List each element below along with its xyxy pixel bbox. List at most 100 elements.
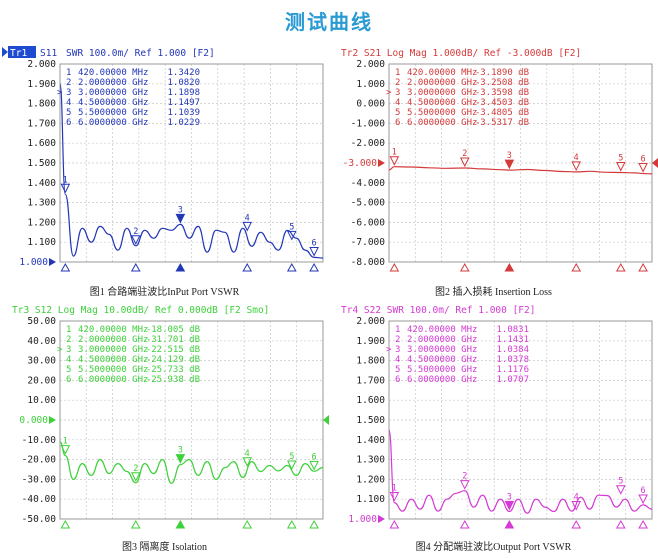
y-tick-label: -3.000 bbox=[343, 158, 378, 169]
marker-id: 3 bbox=[395, 88, 400, 98]
chart-svg-isolation: Tr3 S12 Log Mag 10.00dB/ Ref 0.000dB [F2… bbox=[12, 305, 329, 529]
marker-triangle-icon bbox=[571, 501, 582, 511]
marker-id: 5 bbox=[66, 108, 71, 118]
trace-param: S11 bbox=[40, 48, 57, 59]
marker-frequency: 3.0000000 GHz bbox=[407, 88, 477, 98]
trace-marker: 4 bbox=[242, 449, 253, 467]
stimulus-marker-icon bbox=[130, 262, 141, 272]
y-tick-label: 1.500 bbox=[356, 415, 385, 426]
marker-label: 1 bbox=[392, 484, 397, 494]
caption-insertion-loss: 图2 插入损耗 Insertion Loss bbox=[435, 287, 552, 298]
marker-triangle-icon bbox=[389, 156, 400, 166]
y-tick-label: 1.200 bbox=[27, 217, 56, 228]
trace-marker: 6 bbox=[638, 155, 648, 173]
y-tick-label: -20.00 bbox=[22, 455, 57, 466]
marker-value: 1.0707 bbox=[496, 375, 529, 385]
marker-value: -18.005 dB bbox=[146, 325, 200, 335]
marker-value: -3.5317 dB bbox=[475, 118, 529, 128]
trace-header: SWR 100.0m/ Ref 1.000 [F2] bbox=[66, 48, 215, 59]
trace-markers: 1 2 3 4 5 6 bbox=[60, 175, 319, 272]
marker-id: 1 bbox=[395, 325, 400, 335]
marker-frequency: 6.0000000 GHz bbox=[78, 118, 148, 128]
marker-table: 1 420.00000 MHz 1.0831 2 2.0000000 GHz 1.1431… bbox=[386, 325, 529, 385]
marker-value: -3.3598 dB bbox=[475, 88, 529, 98]
y-tick-label: 1.400 bbox=[27, 178, 56, 189]
stimulus-marker-icon bbox=[60, 519, 71, 529]
trace-marker: 1 bbox=[60, 437, 71, 455]
trace-marker: 2 bbox=[459, 472, 470, 490]
stimulus-marker-icon bbox=[286, 262, 297, 272]
trace-marker: 5 bbox=[615, 477, 626, 495]
chart-panel-input-vswr: Tr1 S11 SWR 100.0m/ Ref 1.000 [F2] 2.000 1.9… bbox=[0, 44, 329, 284]
chart-panel-output-vswr: Tr4 S22 SWR 100.0m/ Ref 1.000 [F2] 2.000 1… bbox=[329, 301, 658, 541]
marker-label: 2 bbox=[133, 464, 138, 474]
marker-label: 3 bbox=[507, 151, 512, 161]
marker-triangle-icon bbox=[504, 500, 515, 511]
chart-header: Tr4 S22 SWR 100.0m/ Ref 1.000 [F2] bbox=[341, 305, 535, 316]
y-axis-labels: 2.000 1.000 0.000 -1.000 -2.000 -3.000 -4.000 -… bbox=[343, 59, 386, 268]
marker-id: 5 bbox=[66, 365, 71, 375]
stimulus-marker-icon bbox=[459, 262, 470, 272]
marker-frequency: 420.00000 MHz bbox=[407, 325, 477, 335]
caption-output-vswr: 图4 分配端驻波比Output Port VSWR bbox=[415, 542, 572, 553]
marker-frequency: 420.00000 MHz bbox=[407, 68, 477, 78]
marker-frequency: 6.0000000 GHz bbox=[78, 375, 148, 385]
ref-arrow-left-icon bbox=[49, 258, 56, 266]
trace-marker: 2 bbox=[130, 227, 141, 245]
marker-id: 4 bbox=[66, 98, 71, 108]
marker-label: 6 bbox=[641, 155, 646, 165]
marker-triangle-icon bbox=[242, 457, 253, 467]
marker-id: 6 bbox=[66, 375, 71, 385]
trace-marker: 5 bbox=[615, 154, 626, 172]
marker-value: 1.0378 bbox=[496, 355, 529, 365]
y-tick-label: 1.900 bbox=[356, 336, 385, 347]
marker-value: -3.1890 dB bbox=[475, 68, 529, 78]
marker-id: 2 bbox=[395, 335, 400, 345]
trace-marker: 6 bbox=[309, 452, 319, 471]
marker-triangle-icon bbox=[130, 472, 141, 482]
y-tick-label: -30.00 bbox=[22, 474, 57, 485]
plot-frame bbox=[59, 63, 324, 263]
marker-label: 4 bbox=[574, 493, 579, 503]
marker-frequency: 5.5000000 GHz bbox=[407, 108, 477, 118]
trace-header: Tr3 S12 Log Mag 10.00dB/ Ref 0.000dB [F2… bbox=[12, 305, 269, 316]
chart-header: Tr3 S12 Log Mag 10.00dB/ Ref 0.000dB [F2… bbox=[12, 305, 269, 316]
y-tick-label: 1.300 bbox=[356, 455, 385, 466]
marker-frequency: 6.0000000 GHz bbox=[407, 118, 477, 128]
y-tick-label: 10.00 bbox=[27, 395, 56, 406]
marker-value: -22.515 dB bbox=[146, 345, 200, 355]
stimulus-marker-icon bbox=[459, 519, 470, 529]
marker-value: 1.0384 bbox=[496, 345, 529, 355]
trace-markers: 1 2 3 4 5 6 bbox=[389, 472, 648, 529]
marker-id: 1 bbox=[66, 325, 71, 335]
marker-frequency: 2.0000000 GHz bbox=[407, 78, 477, 88]
marker-table: 1 420.00000 MHz-18.005 dB 2 2.0000000 GHz-3… bbox=[57, 325, 200, 385]
marker-frequency: 6.0000000 GHz bbox=[407, 375, 477, 385]
y-tick-label: 1.700 bbox=[27, 118, 56, 129]
marker-label: 3 bbox=[178, 446, 183, 456]
stimulus-marker-icon bbox=[242, 262, 253, 272]
marker-triangle-icon bbox=[309, 246, 319, 257]
marker-triangle-icon bbox=[615, 485, 626, 495]
marker-label: 5 bbox=[289, 452, 294, 462]
marker-frequency: 2.0000000 GHz bbox=[78, 78, 148, 88]
y-tick-label: 1.600 bbox=[27, 138, 56, 149]
trace-line bbox=[388, 429, 653, 514]
y-tick-label: 1.000 bbox=[348, 514, 377, 525]
stimulus-marker-icon bbox=[175, 519, 186, 529]
stimulus-marker-icon bbox=[615, 262, 626, 272]
marker-label: 4 bbox=[245, 213, 250, 223]
plot-frame bbox=[388, 320, 653, 520]
y-tick-label: 1.100 bbox=[27, 237, 56, 248]
y-tick-label: 0.000 bbox=[19, 415, 48, 426]
marker-triangle-icon bbox=[286, 460, 297, 471]
stimulus-marker-icon bbox=[638, 262, 648, 272]
marker-id: 1 bbox=[395, 68, 400, 78]
stimulus-marker-icon bbox=[175, 262, 186, 272]
y-tick-label: 1.200 bbox=[356, 474, 385, 485]
trace-marker: 5 bbox=[286, 452, 297, 471]
chart-panel-isolation: Tr3 S12 Log Mag 10.00dB/ Ref 0.000dB [F2… bbox=[0, 301, 329, 541]
marker-label: 1 bbox=[63, 175, 68, 185]
trace-line bbox=[59, 441, 324, 485]
trace-marker: 4 bbox=[571, 493, 582, 511]
